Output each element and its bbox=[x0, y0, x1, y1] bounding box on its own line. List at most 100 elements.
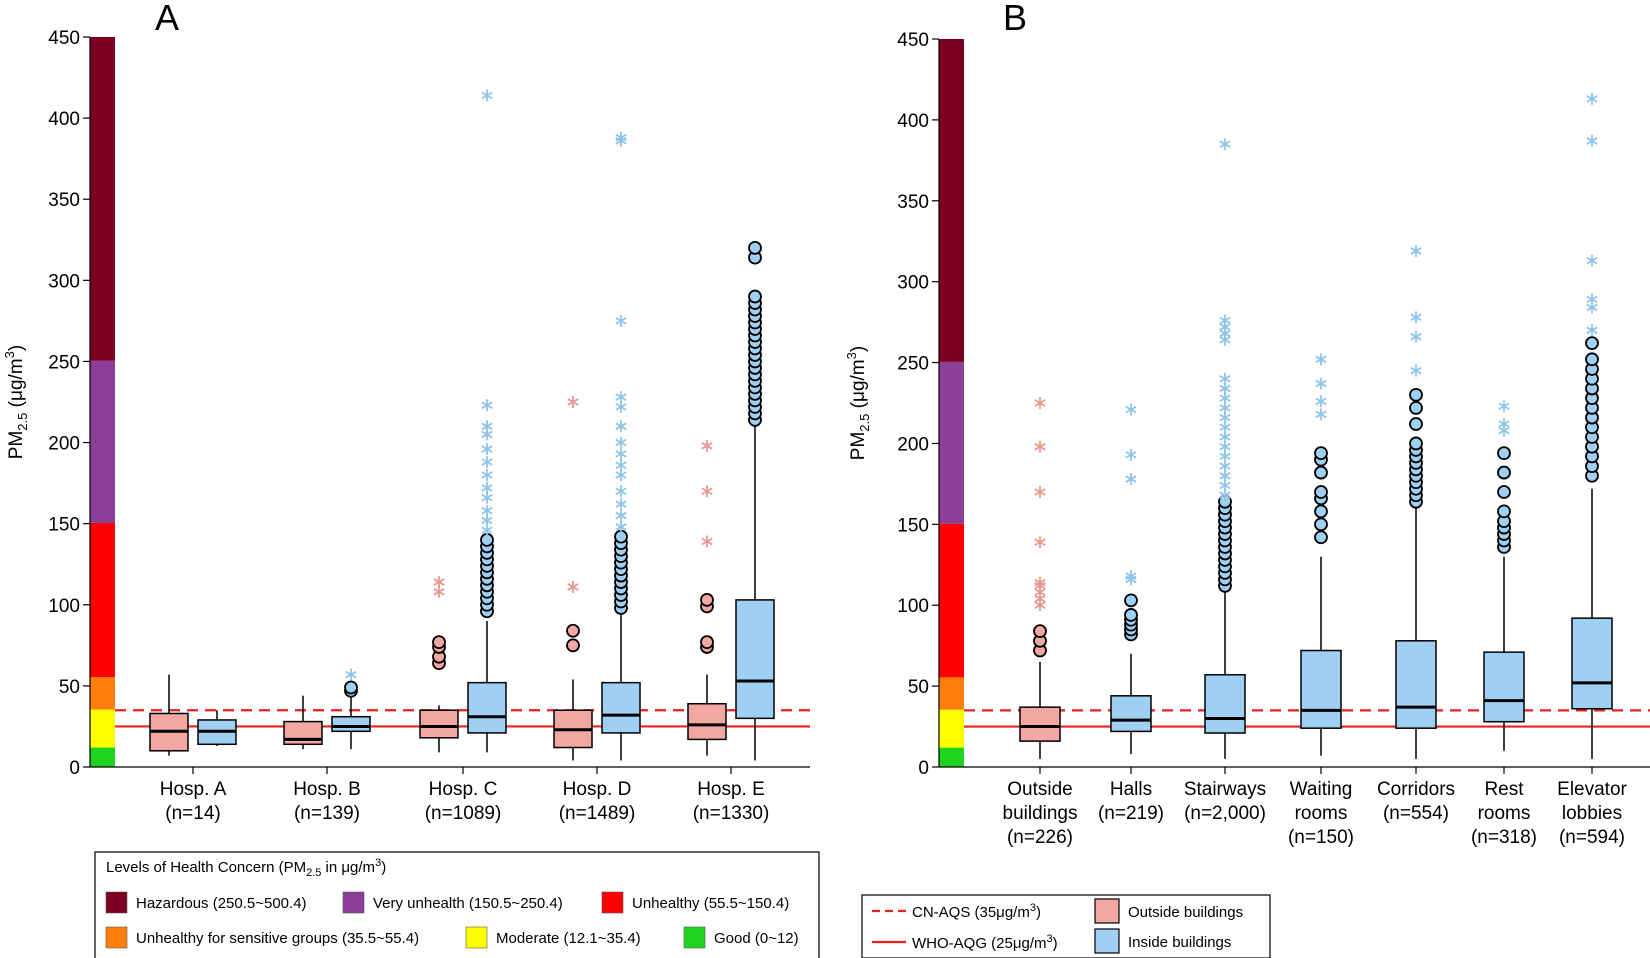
iqr-box bbox=[1571, 617, 1613, 710]
legend-item-label: Good (0~12) bbox=[714, 930, 799, 947]
outlier-star bbox=[1034, 576, 1046, 589]
outlier-star bbox=[615, 420, 627, 433]
cn-aqs-label: CN-AQS (35μg/m3) bbox=[912, 902, 1041, 921]
outlier-circle bbox=[1497, 504, 1511, 519]
outlier-circle bbox=[1314, 446, 1328, 461]
outlier-circle bbox=[748, 240, 762, 255]
outlier-star-stroke bbox=[481, 458, 493, 466]
outlier-circle bbox=[748, 289, 762, 304]
outlier-star-stroke bbox=[1219, 472, 1231, 480]
outlier-star-stroke bbox=[1034, 601, 1046, 610]
reference-lines-legend: CN-AQS (35μg/m3) WHO-AQG (25μg/m3) Outside… bbox=[861, 894, 1271, 958]
outlier-star bbox=[1586, 293, 1598, 306]
outlier-star bbox=[1586, 254, 1598, 267]
outlier-star-stroke bbox=[1034, 442, 1046, 451]
y-tick-label: 300 bbox=[48, 271, 80, 292]
outlier-star bbox=[1586, 92, 1598, 105]
legend-item-label: Moderate (12.1~35.4) bbox=[496, 930, 641, 947]
category-label: Hosp. B bbox=[293, 779, 361, 800]
category-label-line: (n=226) bbox=[1007, 827, 1073, 848]
legend-item-label: Very unhealth (150.5~250.4) bbox=[373, 895, 563, 912]
outlier-star-stroke bbox=[481, 493, 493, 502]
outlier-star-stroke bbox=[1034, 538, 1046, 546]
y-tick-label: 250 bbox=[897, 354, 929, 375]
y-tick-label: 350 bbox=[897, 192, 929, 213]
outlier-star bbox=[1498, 400, 1510, 413]
outlier-star-stroke bbox=[1315, 379, 1327, 388]
outlier-star-stroke bbox=[1315, 410, 1327, 419]
box-group bbox=[1395, 244, 1437, 759]
iqr-box bbox=[1395, 640, 1437, 729]
category-label: Hosp. A bbox=[160, 779, 227, 800]
outlier-star bbox=[1034, 485, 1046, 498]
box-group bbox=[1300, 353, 1342, 756]
y-tick-label: 0 bbox=[918, 758, 929, 779]
legend-swatch bbox=[601, 891, 624, 914]
outlier-star bbox=[1315, 395, 1327, 408]
outlier-circle bbox=[1409, 436, 1423, 451]
outlier-star bbox=[1410, 330, 1422, 343]
outlier-star-stroke bbox=[1034, 594, 1046, 603]
outlier-star bbox=[615, 459, 627, 472]
legend-swatch bbox=[342, 891, 365, 914]
legend-item-label: Hazardous (250.5~500.4) bbox=[136, 895, 307, 912]
outlier-star-stroke bbox=[615, 471, 627, 479]
outlier-star-stroke bbox=[1315, 355, 1327, 364]
outlier-star-stroke bbox=[1034, 399, 1046, 407]
outlier-circle bbox=[700, 593, 714, 607]
panel-label: A bbox=[155, 0, 179, 38]
outlier-star-stroke bbox=[433, 578, 445, 586]
health-band-very-unhealthy bbox=[90, 360, 115, 524]
outlier-star bbox=[701, 485, 713, 498]
box-group bbox=[735, 240, 775, 761]
outlier-star-stroke bbox=[1219, 433, 1231, 441]
category-label-line: buildings bbox=[1003, 803, 1078, 824]
iqr-box bbox=[1110, 695, 1152, 733]
outlier-star bbox=[345, 668, 357, 681]
category-n-label: (n=1330) bbox=[693, 803, 770, 824]
category-label-line: Halls bbox=[1110, 779, 1152, 800]
outlier-star-stroke bbox=[481, 506, 493, 515]
outlier-star-stroke bbox=[1586, 295, 1598, 304]
y-tick-label: 200 bbox=[48, 434, 80, 455]
outlier-star bbox=[567, 580, 579, 593]
panel-b: 0 50 100 150 200 250 300 350 400 450 PM2.5 (μg/m3)… bbox=[844, 0, 1650, 848]
outlier-star-stroke bbox=[615, 523, 627, 531]
outlier-star-stroke bbox=[1219, 394, 1231, 402]
outlier-circle bbox=[1409, 417, 1423, 431]
box-group bbox=[283, 695, 323, 750]
outlier-star-stroke bbox=[1219, 481, 1231, 490]
outlier-star-stroke bbox=[481, 401, 493, 410]
who-aqg-label: WHO-AQG (25μg/m3) bbox=[912, 933, 1058, 952]
outlier-star-stroke bbox=[1410, 332, 1422, 341]
outlier-star-stroke bbox=[1125, 405, 1137, 414]
health-band-good bbox=[90, 747, 115, 767]
category-label-line: (n=2,000) bbox=[1184, 803, 1266, 824]
outlier-star bbox=[615, 131, 627, 144]
health-band-hazardous bbox=[939, 39, 964, 362]
y-tick-label: 250 bbox=[48, 352, 80, 373]
outlier-circle bbox=[566, 638, 580, 653]
health-band-very-unhealthy bbox=[939, 361, 964, 524]
box-group bbox=[1110, 403, 1152, 755]
category-label-line: Waiting bbox=[1290, 779, 1353, 800]
legend-item-label: Unhealthy for sensitive groups (35.5~55.… bbox=[136, 930, 419, 947]
outlier-star-stroke bbox=[1219, 452, 1231, 461]
outlier-star bbox=[615, 485, 627, 498]
category-n-label: (n=14) bbox=[165, 803, 220, 824]
outlier-star-stroke bbox=[1586, 256, 1598, 265]
y-tick-label: 300 bbox=[897, 273, 929, 294]
outlier-star-stroke bbox=[615, 487, 627, 496]
y-tick-label: 200 bbox=[897, 434, 929, 455]
outlier-star bbox=[1219, 314, 1231, 327]
category-label-line: Outside bbox=[1007, 779, 1072, 800]
outlier-star-stroke bbox=[615, 422, 627, 431]
outlier-star bbox=[701, 439, 713, 452]
outlier-star-stroke bbox=[1219, 442, 1231, 451]
outlier-circle bbox=[1497, 446, 1511, 461]
outlier-star-stroke bbox=[615, 500, 627, 508]
outlier-star bbox=[615, 391, 627, 404]
panel-a: 0 50 100 150 200 250 300 350 400 450 PM2.5 (μg/m3)… bbox=[2, 0, 810, 824]
outlier-star bbox=[1219, 138, 1231, 151]
outlier-star-stroke bbox=[615, 511, 627, 520]
